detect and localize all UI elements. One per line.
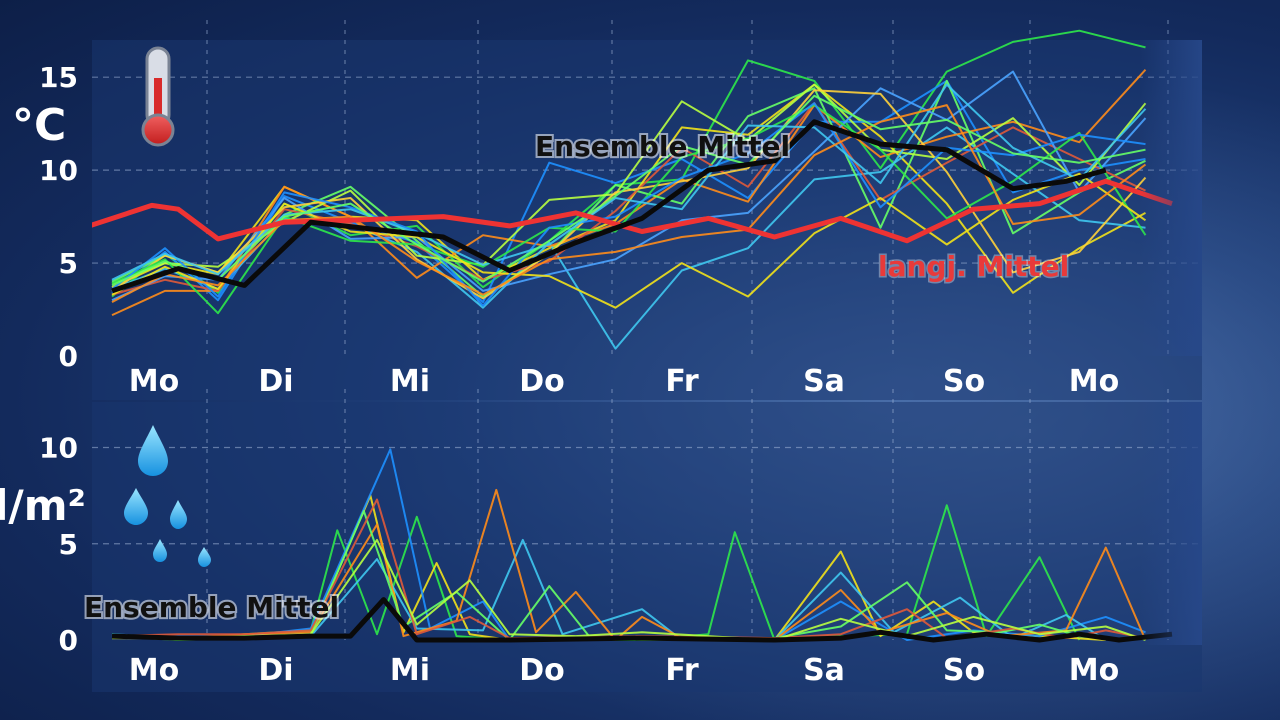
temperature-ensemble-member-line xyxy=(111,172,1147,309)
precipitation-fade-overlay xyxy=(1140,402,1202,645)
temperature-y-tick-label: 10 xyxy=(39,154,78,187)
precipitation-day-label: Di xyxy=(258,653,293,688)
temperature-ensemble-lines xyxy=(92,29,1173,350)
temperature-y-tick-label: 15 xyxy=(39,61,78,94)
precipitation-y-tick-label: 5 xyxy=(59,528,78,561)
temperature-day-label: Do xyxy=(519,364,565,399)
longterm-mean-label: langj. Mittel xyxy=(878,250,1069,283)
temperature-ensemble-mean-line xyxy=(111,119,1107,294)
precipitation-y-tick-label: 10 xyxy=(39,432,78,465)
temperature-day-label: Fr xyxy=(665,364,699,399)
temperature-ensemble-mean-label: Ensemble Mittel xyxy=(535,130,790,163)
thermometer-icon xyxy=(141,46,175,147)
temperature-day-label: Di xyxy=(258,364,293,399)
precipitation-unit-label: l/m² xyxy=(0,481,86,530)
precipitation-day-label: Do xyxy=(519,653,565,688)
temperature-unit-label: °C xyxy=(12,100,66,151)
precipitation-chart: 0 5 10 l/m² Mo Di Mi Do Fr Sa So Mo Ensemble Mitt… xyxy=(0,389,1202,692)
temperature-ensemble-member-line xyxy=(111,104,1147,315)
precipitation-ensemble-mean-label: Ensemble Mittel xyxy=(84,591,339,624)
precipitation-ensemble-mean-line xyxy=(111,597,1173,643)
precipitation-y-tick-label: 0 xyxy=(59,624,78,657)
temperature-y-ticks: 0 5 10 15 xyxy=(39,61,78,373)
precipitation-day-label: So xyxy=(943,653,985,688)
temperature-day-label: Sa xyxy=(803,364,845,399)
temperature-ensemble-member-line xyxy=(111,83,1147,281)
temperature-day-labels: Mo Di Mi Do Fr Sa So Mo xyxy=(129,364,1119,399)
precipitation-day-label: Mi xyxy=(390,653,430,688)
temperature-ensemble-member-line xyxy=(111,104,1147,303)
temperature-y-tick-label: 5 xyxy=(59,247,78,280)
precipitation-day-label: Fr xyxy=(665,653,699,688)
temperature-y-tick-label: 0 xyxy=(59,340,78,373)
temperature-longterm-mean-line xyxy=(92,178,1173,244)
temperature-ensemble-member-line xyxy=(111,83,1146,294)
temperature-day-label: Mo xyxy=(129,364,179,399)
temperature-chart: 0 5 10 15 °C Mo Di Mi Do Fr Sa So Mo Ensemble Mitt… xyxy=(12,20,1202,400)
precipitation-y-ticks: 0 5 10 xyxy=(39,432,78,658)
precipitation-day-label: Mo xyxy=(1069,653,1119,688)
raindrops-icon xyxy=(124,425,211,567)
temperature-day-label: Mi xyxy=(390,364,430,399)
precipitation-ensemble-lines xyxy=(111,448,1173,643)
temperature-day-label: Mo xyxy=(1069,364,1119,399)
temperature-fade-overlay xyxy=(1140,40,1202,356)
precipitation-day-label: Sa xyxy=(803,653,845,688)
precipitation-day-label: Mo xyxy=(129,653,179,688)
precipitation-day-labels: Mo Di Mi Do Fr Sa So Mo xyxy=(129,653,1119,688)
temperature-ensemble-member-line xyxy=(111,94,1146,287)
temperature-day-label: So xyxy=(943,364,985,399)
precipitation-panel-background xyxy=(92,402,1202,692)
